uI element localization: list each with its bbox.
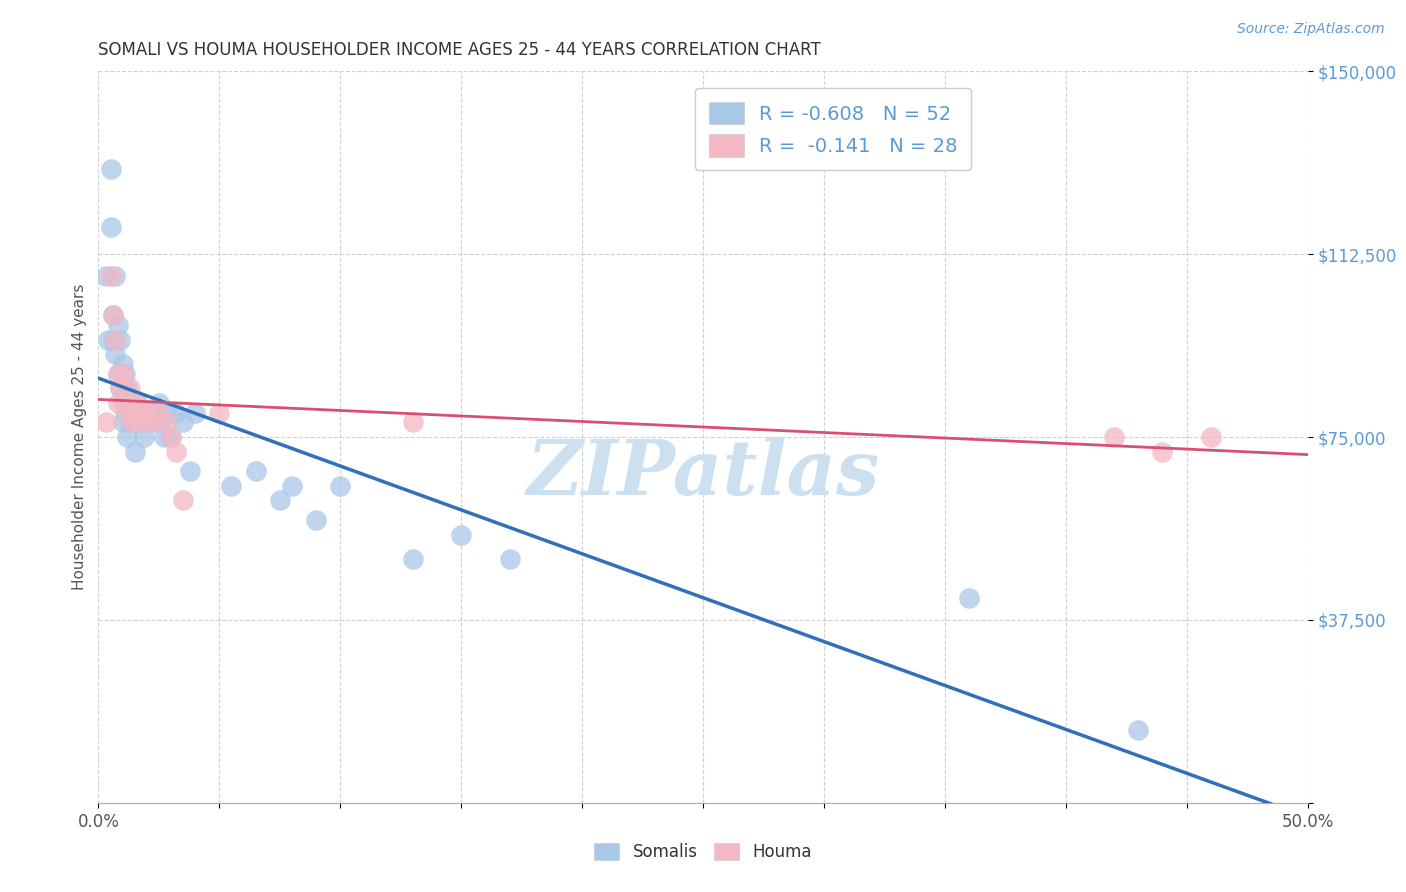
Point bbox=[135, 406, 157, 420]
Point bbox=[131, 406, 153, 420]
Point bbox=[117, 381, 139, 395]
Point bbox=[111, 357, 134, 371]
Point bbox=[118, 396, 141, 410]
Point bbox=[111, 416, 134, 430]
Point bbox=[104, 333, 127, 347]
Point bbox=[208, 406, 231, 420]
Point bbox=[111, 396, 134, 410]
Point bbox=[107, 367, 129, 381]
Point bbox=[101, 333, 124, 347]
Point bbox=[97, 333, 120, 347]
Text: ZIPatlas: ZIPatlas bbox=[526, 437, 880, 510]
Point bbox=[114, 367, 136, 381]
Text: Source: ZipAtlas.com: Source: ZipAtlas.com bbox=[1237, 22, 1385, 37]
Point bbox=[172, 416, 194, 430]
Point bbox=[124, 416, 146, 430]
Point bbox=[269, 493, 291, 508]
Point bbox=[305, 513, 328, 527]
Point bbox=[141, 416, 163, 430]
Point bbox=[100, 269, 122, 284]
Point bbox=[957, 591, 980, 605]
Point bbox=[104, 269, 127, 284]
Point bbox=[111, 367, 134, 381]
Point bbox=[118, 381, 141, 395]
Point bbox=[402, 552, 425, 566]
Text: SOMALI VS HOUMA HOUSEHOLDER INCOME AGES 25 - 44 YEARS CORRELATION CHART: SOMALI VS HOUMA HOUSEHOLDER INCOME AGES … bbox=[98, 41, 821, 59]
Point bbox=[114, 396, 136, 410]
Point bbox=[124, 444, 146, 458]
Point bbox=[118, 416, 141, 430]
Point bbox=[131, 406, 153, 420]
Point bbox=[141, 406, 163, 420]
Point bbox=[179, 464, 201, 478]
Point bbox=[117, 430, 139, 444]
Point bbox=[138, 416, 160, 430]
Point bbox=[127, 396, 149, 410]
Point bbox=[127, 396, 149, 410]
Point bbox=[148, 396, 170, 410]
Point bbox=[104, 347, 127, 361]
Y-axis label: Householder Income Ages 25 - 44 years: Householder Income Ages 25 - 44 years bbox=[72, 284, 87, 591]
Point bbox=[94, 269, 117, 284]
Point bbox=[100, 161, 122, 176]
Point bbox=[150, 416, 173, 430]
Point bbox=[121, 416, 143, 430]
Point bbox=[108, 381, 131, 395]
Point bbox=[148, 406, 170, 420]
Point bbox=[184, 406, 207, 420]
Point bbox=[108, 333, 131, 347]
Point bbox=[101, 308, 124, 322]
Point bbox=[1152, 444, 1174, 458]
Point bbox=[128, 416, 150, 430]
Point bbox=[329, 479, 352, 493]
Point bbox=[155, 416, 177, 430]
Point bbox=[165, 444, 187, 458]
Point bbox=[221, 479, 243, 493]
Point bbox=[1199, 430, 1222, 444]
Point bbox=[152, 430, 174, 444]
Point bbox=[124, 406, 146, 420]
Legend: Somalis, Houma: Somalis, Houma bbox=[588, 836, 818, 868]
Point bbox=[450, 527, 472, 541]
Point bbox=[100, 220, 122, 235]
Point bbox=[107, 318, 129, 332]
Point bbox=[107, 367, 129, 381]
Point bbox=[402, 416, 425, 430]
Point bbox=[160, 430, 183, 444]
Point bbox=[245, 464, 267, 478]
Point bbox=[134, 430, 156, 444]
Point bbox=[172, 493, 194, 508]
Point bbox=[498, 552, 520, 566]
Point bbox=[101, 308, 124, 322]
Point bbox=[135, 406, 157, 420]
Point bbox=[160, 430, 183, 444]
Point bbox=[155, 406, 177, 420]
Point bbox=[1102, 430, 1125, 444]
Point bbox=[1128, 723, 1150, 737]
Point bbox=[114, 406, 136, 420]
Point bbox=[94, 416, 117, 430]
Point bbox=[121, 406, 143, 420]
Point bbox=[143, 416, 166, 430]
Point bbox=[117, 406, 139, 420]
Point bbox=[108, 381, 131, 395]
Point bbox=[131, 416, 153, 430]
Point bbox=[165, 406, 187, 420]
Point bbox=[281, 479, 304, 493]
Point bbox=[107, 396, 129, 410]
